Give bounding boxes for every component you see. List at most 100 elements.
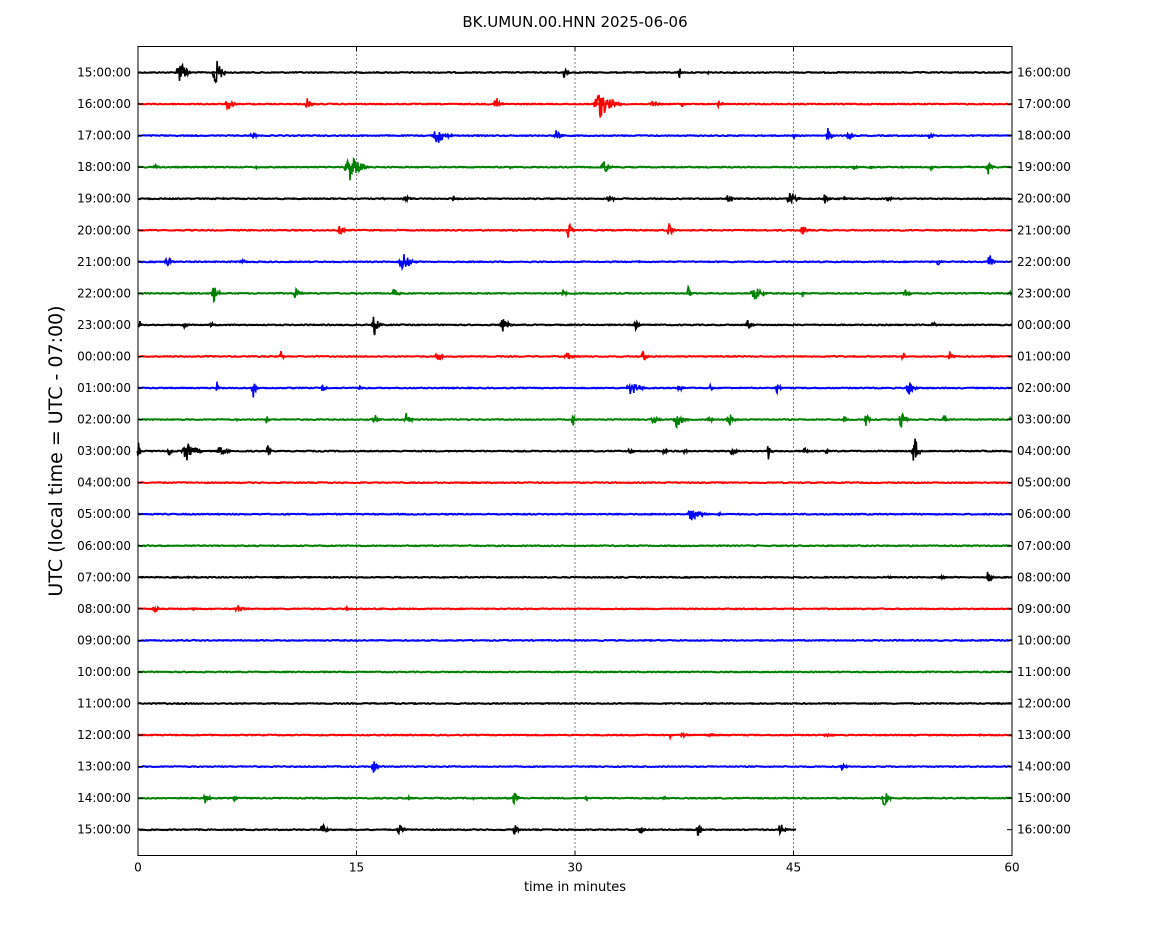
event-burst <box>868 165 876 170</box>
event-burst <box>250 383 259 398</box>
event-burst <box>370 316 384 336</box>
x-tick-label: 0 <box>134 861 142 875</box>
event-burst <box>208 320 219 328</box>
event-burst <box>937 573 949 581</box>
right-time-label: 05:00:00 <box>1017 476 1071 490</box>
event-burst <box>166 447 175 457</box>
event-burst <box>708 382 715 392</box>
event-burst <box>824 447 833 454</box>
event-burst <box>216 446 232 456</box>
left-time-label: 07:00:00 <box>77 570 131 584</box>
y-axis-label: UTC (local time = UTC - 07:00) <box>45 305 67 596</box>
left-time-label: 13:00:00 <box>77 760 131 774</box>
right-time-label: 12:00:00 <box>1017 697 1071 711</box>
event-burst <box>186 575 191 580</box>
event-burst <box>863 413 872 426</box>
event-burst <box>265 445 273 456</box>
right-time-label: 03:00:00 <box>1017 413 1071 427</box>
left-time-label: 00:00:00 <box>77 349 131 363</box>
event-burst <box>985 161 995 175</box>
event-burst <box>357 384 365 390</box>
trace-row-16 <box>138 575 1013 579</box>
event-burst <box>471 796 478 801</box>
event-burst <box>175 62 192 81</box>
left-time-label: 14:00:00 <box>77 791 131 805</box>
event-burst <box>766 446 775 460</box>
event-burst <box>724 195 734 203</box>
event-burst <box>470 481 482 485</box>
event-burst <box>908 733 917 737</box>
event-burst <box>562 67 571 78</box>
left-time-label: 09:00:00 <box>77 633 131 647</box>
right-time-label: 15:00:00 <box>1017 791 1071 805</box>
event-burst <box>880 793 892 806</box>
event-burst <box>649 415 663 425</box>
right-time-label: 13:00:00 <box>1017 728 1071 742</box>
event-burst <box>560 289 569 298</box>
event-burst <box>841 415 851 423</box>
event-burst <box>344 605 354 612</box>
event-burst <box>254 164 260 171</box>
event-burst <box>571 733 575 736</box>
event-burst <box>278 351 287 361</box>
event-burst <box>910 438 924 461</box>
right-time-label: 14:00:00 <box>1017 760 1071 774</box>
left-time-label: 19:00:00 <box>77 192 131 206</box>
right-time-label: 01:00:00 <box>1017 349 1071 363</box>
event-burst <box>224 99 238 111</box>
right-time-label: 19:00:00 <box>1017 160 1071 174</box>
event-burst <box>632 319 642 333</box>
left-time-label: 06:00:00 <box>77 539 131 553</box>
event-burst <box>649 100 663 108</box>
event-burst <box>671 414 691 430</box>
event-burst <box>292 286 304 299</box>
event-burst <box>785 192 801 205</box>
x-tick-label: 30 <box>567 861 582 875</box>
right-time-label: 08:00:00 <box>1017 570 1071 584</box>
event-burst <box>599 161 614 173</box>
event-burst <box>210 197 214 201</box>
event-burst <box>885 575 897 580</box>
event-burst <box>211 60 228 84</box>
event-burst <box>202 793 214 804</box>
event-burst <box>319 822 330 833</box>
event-burst <box>686 509 708 521</box>
left-time-label: 17:00:00 <box>77 129 131 143</box>
event-burst <box>249 132 260 140</box>
event-burst <box>703 732 733 738</box>
event-burst <box>151 605 165 614</box>
trace-row-4 <box>137 197 1013 201</box>
x-tick-label: 45 <box>786 861 801 875</box>
event-burst <box>947 351 957 360</box>
event-burst <box>181 322 191 331</box>
event-burst <box>639 350 650 361</box>
left-time-label: 08:00:00 <box>77 602 131 616</box>
event-burst <box>695 824 705 836</box>
trace-row-2 <box>137 134 1013 138</box>
left-time-label: 16:00:00 <box>77 97 131 111</box>
event-burst <box>668 734 673 742</box>
event-burst <box>434 351 445 362</box>
left-time-label: 21:00:00 <box>77 255 131 269</box>
trace-row-10 <box>137 386 1013 390</box>
event-burst <box>761 607 764 611</box>
event-burst <box>403 412 415 424</box>
left-time-label: 11:00:00 <box>77 697 131 711</box>
left-time-label: 20:00:00 <box>77 223 131 237</box>
event-burst <box>391 288 404 296</box>
event-burst <box>215 381 222 391</box>
event-burst <box>661 795 670 801</box>
event-burst <box>824 127 835 141</box>
event-burst <box>508 166 513 170</box>
right-time-label: 16:00:00 <box>1017 66 1071 80</box>
event-burst <box>884 195 895 202</box>
right-time-label: 23:00:00 <box>1017 286 1071 300</box>
event-burst <box>570 765 574 768</box>
event-burst <box>180 442 203 461</box>
trace-row-17 <box>137 607 1013 611</box>
event-burst <box>647 512 660 516</box>
event-burst <box>881 259 886 264</box>
event-burst <box>845 131 855 140</box>
event-burst <box>927 131 937 139</box>
event-burst <box>342 156 370 181</box>
